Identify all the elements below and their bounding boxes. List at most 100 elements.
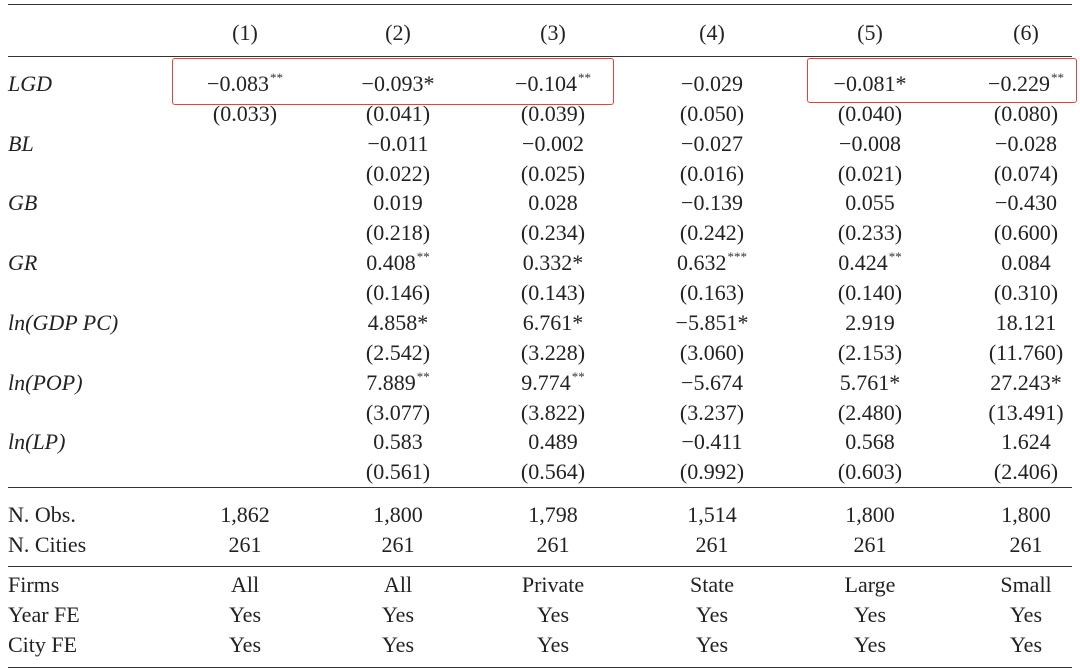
regressor-label: LGD xyxy=(8,71,53,96)
std-error-cell: (0.310) xyxy=(993,280,1059,306)
std-error-cell: (2.406) xyxy=(993,459,1059,485)
std-error-cell: (0.564) xyxy=(520,459,586,485)
spec-cell: Small xyxy=(1000,572,1052,597)
coefficient-value: 0.424 xyxy=(838,250,888,276)
coefficient-cell: 27.243* xyxy=(990,370,1062,396)
std-error-cell: (2.542) xyxy=(365,339,431,365)
coefficient-cell: −5.674 xyxy=(681,370,743,396)
highlight-box xyxy=(807,58,1077,103)
std-error-cell: (3.237) xyxy=(679,399,745,425)
std-error-cell: (0.022) xyxy=(365,160,431,186)
count-cell: 261 xyxy=(853,532,887,557)
column-header: (4) xyxy=(699,20,725,45)
coefficient-cell: −0.229** xyxy=(988,70,1064,100)
spec-cell: Yes xyxy=(853,632,887,657)
coefficient-cell: −5.851* xyxy=(676,310,749,336)
coefficient-cell: −0.028 xyxy=(995,131,1057,157)
spec-cell: Yes xyxy=(853,602,887,627)
std-error-cell: (0.080) xyxy=(993,101,1059,126)
std-error-cell: (0.140) xyxy=(837,280,903,306)
spec-cell: State xyxy=(690,572,734,597)
std-error-cell: (2.480) xyxy=(837,399,903,425)
coefficient-cell: 6.761* xyxy=(523,310,584,336)
coefficient-cell: −0.093* xyxy=(362,71,435,97)
coefficient-value: 2.919 xyxy=(845,309,895,335)
regressor-label: BL xyxy=(8,130,34,156)
coefficient-value: 5.761* xyxy=(839,369,901,395)
std-error-cell: (0.561) xyxy=(365,459,431,485)
coefficient-value: 0.028 xyxy=(528,190,578,216)
coefficient-cell: −0.008 xyxy=(839,131,901,157)
coefficient-value: 9.774 xyxy=(521,369,571,395)
regressor-label: ln(LP) xyxy=(8,429,66,455)
std-error-cell: (0.041) xyxy=(365,101,431,126)
coefficient-value: −5.674 xyxy=(681,369,743,395)
table-rule xyxy=(8,4,1072,5)
coefficient-cell: −0.081* xyxy=(834,71,907,97)
spec-cell: Yes xyxy=(1009,602,1043,627)
coefficient-value: 6.761* xyxy=(522,309,584,335)
coefficient-value: −0.008 xyxy=(839,130,901,156)
table-rule xyxy=(8,667,1072,668)
spec-cell: Yes xyxy=(536,602,570,627)
coefficient-cell: 0.332* xyxy=(523,250,584,276)
significance-stars: ** xyxy=(888,249,902,265)
column-header: (6) xyxy=(1013,20,1039,45)
coefficient-value: −0.229 xyxy=(988,71,1050,96)
coefficient-value: 0.489 xyxy=(528,429,578,455)
significance-stars: ** xyxy=(1050,70,1064,85)
table-rule xyxy=(8,487,1072,488)
coefficient-value: −5.851* xyxy=(675,309,749,335)
coefficient-value: −0.011 xyxy=(367,130,429,156)
coefficient-cell: 0.583 xyxy=(373,429,423,455)
regressor-label: ln(GDP PC) xyxy=(8,309,119,335)
count-cell: 261 xyxy=(228,532,262,557)
highlight-box xyxy=(172,58,614,105)
coefficient-cell: −0.430 xyxy=(995,190,1057,216)
spec-cell: Yes xyxy=(381,632,415,657)
significance-stars: ** xyxy=(416,249,430,265)
coefficient-value: 0.583 xyxy=(373,429,423,455)
coefficient-value: 0.568 xyxy=(845,429,895,455)
spec-cell: Large xyxy=(844,572,896,597)
std-error-cell: (0.025) xyxy=(520,160,586,186)
coefficient-cell: −0.083** xyxy=(207,70,283,100)
coefficient-value: −0.027 xyxy=(681,130,743,156)
std-error-cell: (0.050) xyxy=(679,101,745,126)
coefficient-value: −0.093* xyxy=(361,71,435,96)
std-error-cell: (2.153) xyxy=(837,339,903,365)
table-rule xyxy=(8,56,1072,57)
significance-stars: ** xyxy=(571,368,585,384)
spec-cell: Yes xyxy=(1009,632,1043,657)
std-error-cell: (0.242) xyxy=(679,220,745,246)
count-cell: 1,800 xyxy=(845,502,895,527)
regressor-label: GR xyxy=(8,250,38,276)
coefficient-value: 7.889 xyxy=(366,369,416,395)
spec-cell: Yes xyxy=(228,602,262,627)
count-cell: 1,862 xyxy=(220,502,270,527)
spec-cell: All xyxy=(383,572,413,597)
coefficient-cell: −0.104** xyxy=(515,70,591,100)
std-error-cell: (0.021) xyxy=(837,160,903,186)
coefficient-value: −0.081* xyxy=(833,71,907,96)
spec-label: Year FE xyxy=(8,602,80,627)
coefficient-value: −0.139 xyxy=(681,190,743,216)
count-cell: 261 xyxy=(381,532,415,557)
coefficient-value: 18.121 xyxy=(995,309,1057,335)
coefficient-cell: 0.632*** xyxy=(677,249,748,279)
std-error-cell: (0.146) xyxy=(365,280,431,306)
std-error-cell: (3.822) xyxy=(520,399,586,425)
coefficient-cell: 0.019 xyxy=(373,190,423,216)
std-error-cell: (0.218) xyxy=(365,220,431,246)
count-cell: 261 xyxy=(1009,532,1043,557)
std-error-cell: (0.992) xyxy=(679,459,745,485)
std-error-cell: (0.016) xyxy=(679,160,745,186)
std-error-cell: (0.039) xyxy=(520,101,586,126)
spec-label: Firms xyxy=(8,572,60,597)
std-error-cell: (0.074) xyxy=(993,160,1059,186)
coefficient-value: −0.411 xyxy=(681,429,743,455)
std-error-cell: (3.060) xyxy=(679,339,745,365)
significance-stars: *** xyxy=(727,249,748,265)
significance-stars: ** xyxy=(416,368,430,384)
